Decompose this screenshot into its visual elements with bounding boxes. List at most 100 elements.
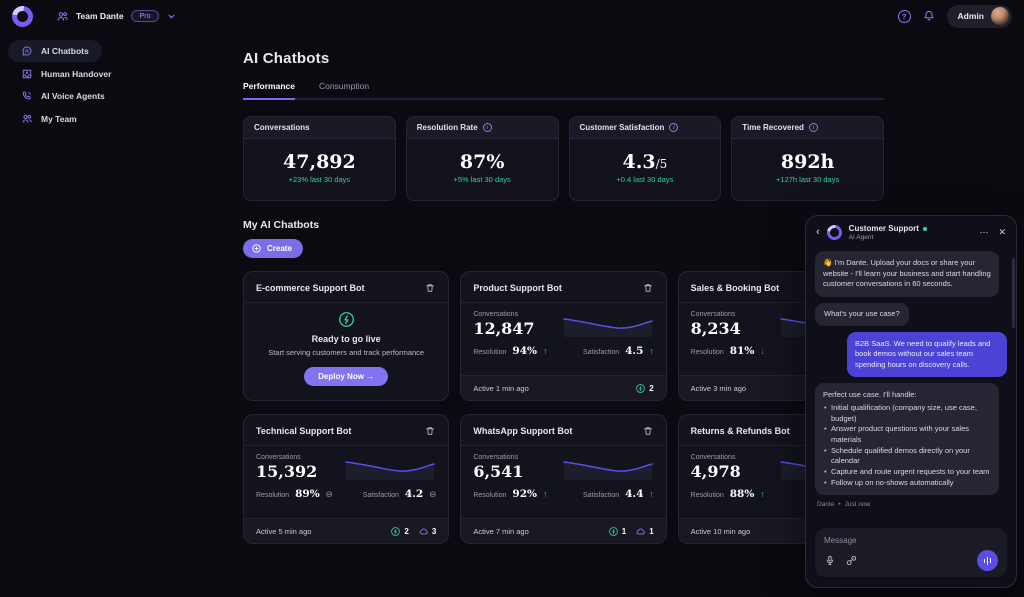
tab-bar: Performance Consumption bbox=[243, 81, 884, 100]
sidebar-item-label: AI Chatbots bbox=[41, 46, 89, 56]
conversations-value: 8,234 bbox=[690, 319, 741, 338]
resolution-label: Resolution bbox=[256, 492, 290, 499]
resolution-label: Resolution bbox=[473, 492, 507, 499]
active-status: Active 7 min ago bbox=[473, 526, 529, 536]
resolution-value: 89% bbox=[295, 488, 320, 500]
trash-icon[interactable] bbox=[424, 282, 436, 294]
trash-icon[interactable] bbox=[642, 282, 654, 294]
info-icon[interactable]: i bbox=[808, 123, 818, 132]
stat-label: Customer Satisfaction bbox=[579, 123, 665, 132]
resolution-label: Resolution bbox=[473, 349, 507, 356]
sidebar: AI Chatbots Human Handover AI Voice Agen… bbox=[8, 40, 233, 130]
user-message: B2B SaaS. We need to qualify leads and b… bbox=[847, 331, 1007, 378]
queue-count-badge: 3 bbox=[418, 526, 436, 537]
deploy-now-button[interactable]: Deploy Now → bbox=[304, 366, 389, 386]
stat-delta: +0.4 last 30 days bbox=[616, 175, 674, 184]
chat-scrollbar[interactable] bbox=[1012, 258, 1015, 328]
satisfaction-value: 4.5 bbox=[625, 345, 644, 357]
microphone-icon[interactable] bbox=[824, 554, 836, 567]
voice-send-button[interactable] bbox=[977, 550, 998, 571]
live-count-badge: 2 bbox=[390, 526, 409, 537]
trend-flat-icon: ⊖ bbox=[325, 489, 333, 499]
info-icon[interactable]: i bbox=[669, 123, 679, 132]
trend-up-icon: ↑ bbox=[760, 489, 765, 499]
close-icon[interactable]: ✕ bbox=[998, 227, 1006, 237]
conversations-label: Conversations bbox=[690, 454, 736, 461]
bot-card-ecommerce[interactable]: E-commerce Support Bot Ready to go live … bbox=[243, 271, 450, 401]
stat-delta: +5% last 30 days bbox=[453, 175, 511, 184]
help-icon[interactable]: ? bbox=[897, 9, 911, 23]
chatbot-icon bbox=[22, 46, 32, 56]
bot-card-technical-support[interactable]: Technical Support Bot Conversations 15,3… bbox=[243, 414, 450, 544]
sidebar-item-ai-chatbots[interactable]: AI Chatbots bbox=[8, 40, 102, 62]
stat-suffix: /5 bbox=[655, 157, 668, 171]
satisfaction-label: Satisfaction bbox=[582, 349, 620, 356]
satisfaction-value: 4.2 bbox=[404, 488, 424, 500]
sidebar-item-ai-voice-agents[interactable]: AI Voice Agents bbox=[8, 85, 118, 107]
bullet-item: Initial qualification (company size, use… bbox=[823, 403, 991, 424]
stat-value: 4.3/5 bbox=[622, 151, 668, 173]
live-count-badge: 1 bbox=[608, 526, 626, 537]
ready-bolt-icon bbox=[338, 311, 354, 327]
trash-icon[interactable] bbox=[424, 425, 436, 437]
ready-subtitle: Start serving customers and track perfor… bbox=[268, 347, 425, 357]
cloud-icon bbox=[636, 528, 645, 534]
message-time: Just now bbox=[844, 501, 871, 509]
bot-card-product-support[interactable]: Product Support Bot Conversations 12,847… bbox=[460, 271, 667, 401]
team-switcher[interactable]: Team Dante Pro bbox=[56, 10, 177, 23]
sidebar-item-label: AI Voice Agents bbox=[41, 91, 105, 101]
conversations-value: 12,847 bbox=[473, 319, 535, 338]
trend-flat-icon: ⊖ bbox=[429, 489, 437, 499]
live-bolt-icon bbox=[391, 526, 401, 536]
bullet-item: Answer product questions with your sales… bbox=[823, 424, 991, 445]
chat-agent-role: AI Agent bbox=[848, 234, 874, 241]
sidebar-item-human-handover[interactable]: Human Handover bbox=[8, 63, 124, 85]
sparkline-chart bbox=[562, 318, 653, 337]
bot-card-whatsapp-support[interactable]: WhatsApp Support Bot Conversations 6,541… bbox=[460, 414, 667, 544]
trash-icon[interactable] bbox=[642, 425, 654, 437]
stat-card-resolution-rate: Resolution Rate i 87% +5% last 30 days bbox=[405, 116, 559, 201]
stat-delta: +127h last 30 days bbox=[776, 175, 840, 184]
tab-consumption[interactable]: Consumption bbox=[318, 81, 370, 91]
admin-menu[interactable]: Admin bbox=[946, 4, 1012, 28]
info-icon[interactable]: i bbox=[482, 123, 492, 132]
stats-row: Conversations 47,892 +23% last 30 days R… bbox=[243, 116, 884, 201]
conversations-value: 4,978 bbox=[690, 462, 741, 481]
stat-card-conversations: Conversations 47,892 +23% last 30 days bbox=[243, 116, 396, 201]
trend-up-icon: ↑ bbox=[543, 489, 548, 499]
bullet-item: Capture and route urgent requests to you… bbox=[823, 467, 991, 478]
satisfaction-label: Satisfaction bbox=[362, 492, 399, 499]
users-icon bbox=[22, 114, 32, 123]
conversations-label: Conversations bbox=[473, 454, 519, 461]
bot-message-intro: Perfect use case. I'll handle: bbox=[823, 390, 917, 400]
active-status: Active 1 min ago bbox=[473, 383, 529, 393]
back-icon[interactable]: ‹ bbox=[816, 226, 820, 238]
active-status: Active 10 min ago bbox=[690, 526, 751, 536]
plan-badge: Pro bbox=[130, 10, 160, 22]
notifications-icon[interactable] bbox=[922, 9, 936, 23]
tab-performance[interactable]: Performance bbox=[243, 81, 295, 98]
trend-down-icon: ↓ bbox=[760, 346, 765, 356]
active-status: Active 5 min ago bbox=[256, 526, 312, 536]
topbar: Team Dante Pro ? Admin bbox=[0, 0, 1024, 32]
attach-link-icon[interactable] bbox=[845, 555, 857, 567]
avatar bbox=[991, 7, 1009, 25]
bot-title: Product Support Bot bbox=[473, 283, 562, 293]
stat-label: Time Recovered bbox=[742, 123, 804, 132]
dante-logo-icon bbox=[823, 222, 845, 243]
resolution-value: 81% bbox=[729, 345, 755, 357]
chat-messages[interactable]: 👋 I'm Dante. Upload your docs or share y… bbox=[806, 248, 1016, 522]
main-content: AI Chatbots Performance Consumption Conv… bbox=[243, 50, 884, 544]
chevron-down-icon[interactable] bbox=[166, 11, 177, 22]
more-options-icon[interactable]: ⋯ bbox=[979, 227, 989, 237]
chat-widget: ‹ Customer Support AI Agent ⋯ ✕ 👋 I'm Da… bbox=[805, 215, 1017, 588]
stat-label: Conversations bbox=[254, 123, 310, 132]
message-input[interactable] bbox=[824, 536, 998, 545]
create-button[interactable]: Create bbox=[243, 239, 303, 258]
sidebar-item-my-team[interactable]: My Team bbox=[8, 108, 90, 130]
resolution-value: 92% bbox=[512, 488, 537, 500]
stat-label: Resolution Rate bbox=[416, 123, 478, 132]
live-bolt-icon bbox=[608, 526, 618, 536]
stat-value: 892h bbox=[780, 151, 835, 173]
dante-logo-icon[interactable] bbox=[7, 1, 38, 31]
